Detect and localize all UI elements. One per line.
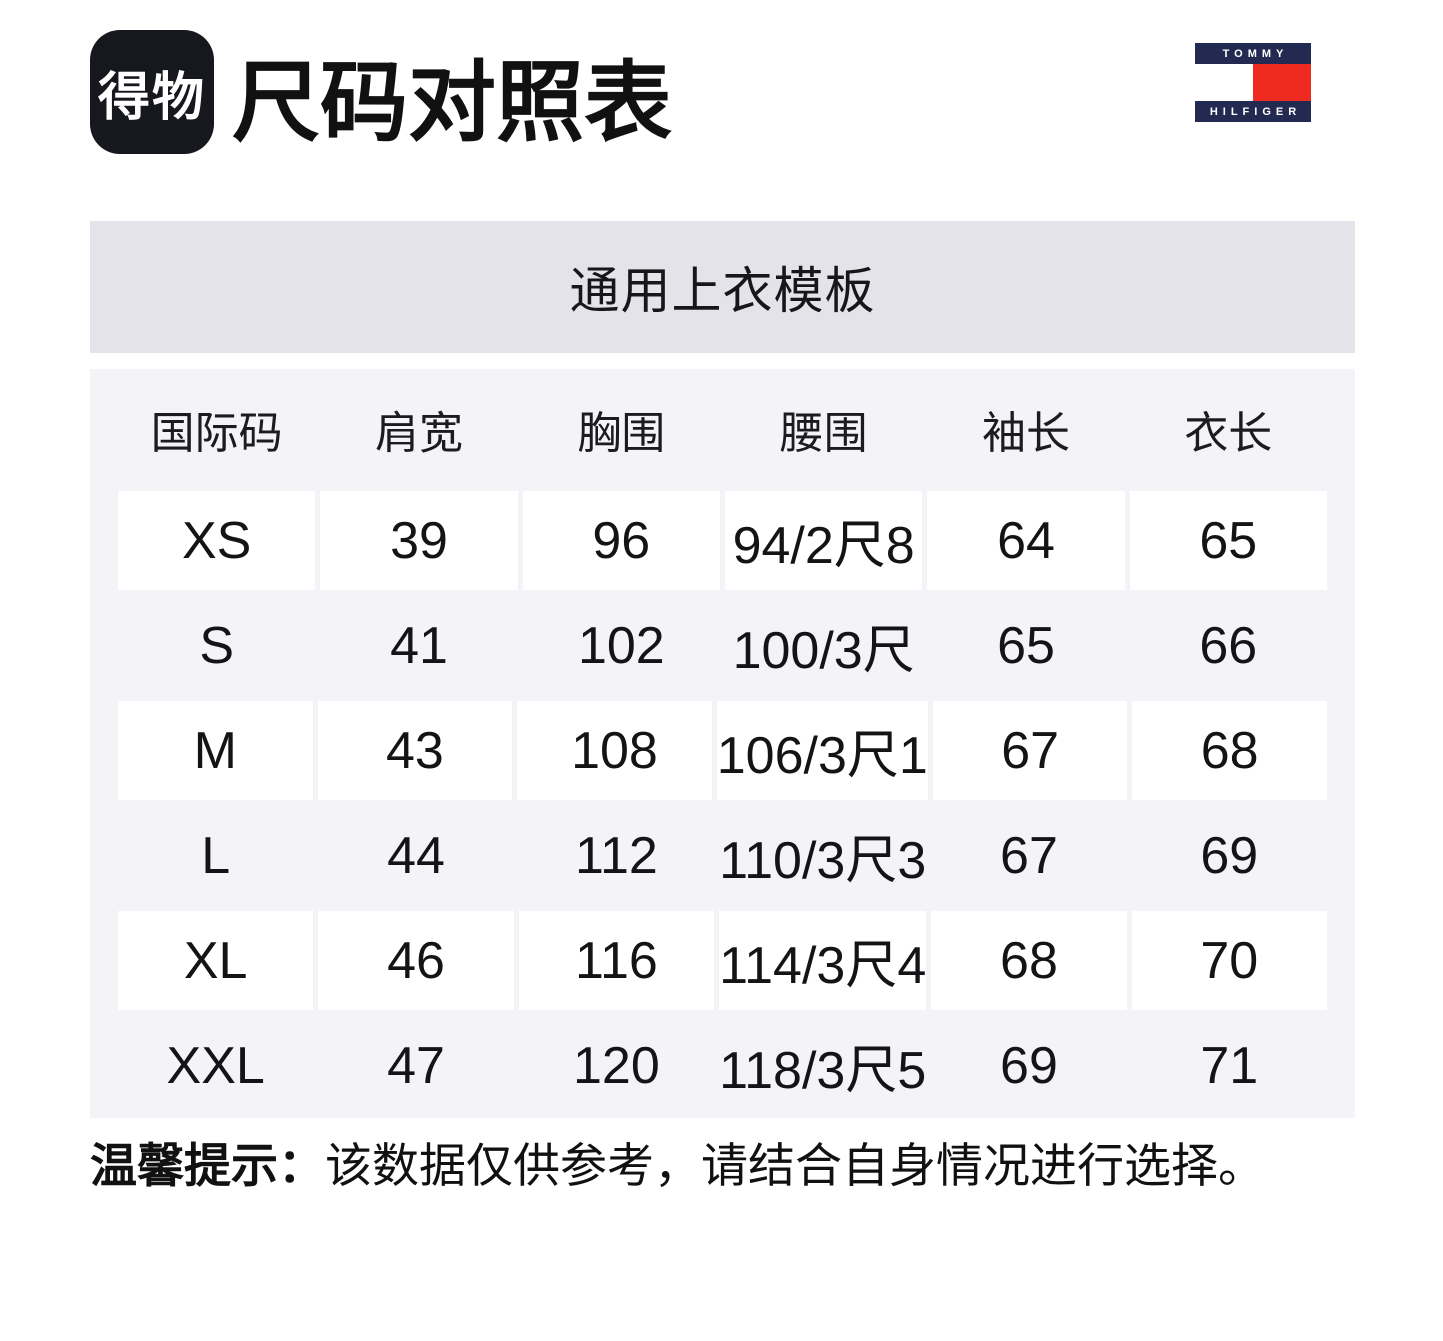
template-banner: 通用上衣模板 [90, 221, 1355, 353]
size-label-cell: M [118, 701, 313, 800]
dewu-logo-text: 得物 [97, 68, 206, 127]
dewu-logo: 得物 [90, 30, 214, 154]
footer-note-label: 温馨提示： [90, 1139, 325, 1192]
column-header-length: 衣长 [1184, 408, 1273, 458]
length-cell: 69 [1200, 826, 1259, 885]
waist-cell: 118/3尺5 [719, 1042, 927, 1100]
column-header-chest: 胸围 [577, 408, 666, 458]
shoulder-cell: 41 [390, 616, 448, 675]
waist-cell: 110/3尺3 [719, 832, 927, 890]
page-title: 尺码对照表 [232, 53, 673, 152]
tommy-hilfiger-logo: TOMMY HILFIGER [1195, 43, 1311, 122]
chest-cell: 108 [517, 701, 712, 800]
waist-cell: 94/2尺8 [724, 491, 923, 590]
footer-note-text: 该数据仅供参考，请结合自身情况进行选择。 [325, 1139, 1265, 1192]
template-banner-title: 通用上衣模板 [569, 263, 876, 319]
tommy-logo-red-field [1253, 64, 1311, 101]
sleeve-cell: 67 [932, 701, 1128, 800]
length-cell: 68 [1132, 701, 1327, 800]
tommy-logo-top-text: TOMMY [1222, 47, 1289, 60]
sleeve-cell: 64 [927, 491, 1125, 590]
sleeve-cell: 68 [931, 911, 1127, 1010]
size-label-cell: S [199, 616, 234, 675]
chest-cell: 96 [522, 491, 720, 590]
tommy-logo-bottom-bar: HILFIGER [1195, 101, 1311, 122]
size-label-cell: L [201, 826, 231, 885]
shoulder-cell: 44 [387, 826, 445, 885]
column-header-shoulder: 肩宽 [374, 408, 463, 458]
table-row-xl: XL 46 116 114/3尺4 68 70 [118, 908, 1327, 1013]
length-cell: 66 [1199, 616, 1258, 675]
size-table-header-row: 国际码 肩宽 胸围 腰围 袖长 衣长 [118, 369, 1327, 488]
table-row-l: L 44 112 110/3尺3 67 69 [118, 803, 1327, 908]
shoulder-cell: 47 [387, 1036, 445, 1095]
size-label-cell: XS [118, 491, 316, 590]
column-header-intl-size: 国际码 [150, 408, 283, 458]
waist-cell: 106/3尺1 [716, 701, 928, 800]
size-label-cell: XXL [166, 1036, 265, 1095]
chest-cell: 102 [577, 616, 665, 675]
length-cell: 71 [1200, 1036, 1259, 1095]
sleeve-cell: 67 [1000, 826, 1058, 885]
chest-cell: 120 [573, 1036, 660, 1095]
shoulder-cell: 39 [320, 491, 518, 590]
table-row-m: M 43 108 106/3尺1 67 68 [118, 698, 1327, 803]
tommy-logo-flag-middle [1195, 64, 1311, 101]
chest-cell: 112 [574, 826, 658, 885]
waist-cell: 114/3尺4 [719, 911, 927, 1010]
tommy-logo-top-bar: TOMMY [1195, 43, 1311, 64]
table-row-s: S 41 102 100/3尺 65 66 [118, 593, 1327, 698]
table-row-xs: XS 39 96 94/2尺8 64 65 [118, 488, 1327, 593]
column-header-waist: 腰围 [779, 408, 868, 458]
shoulder-cell: 43 [317, 701, 513, 800]
sleeve-cell: 69 [1000, 1036, 1058, 1095]
sleeve-cell: 65 [997, 616, 1055, 675]
footer-note: 温馨提示：该数据仅供参考，请结合自身情况进行选择。 [90, 1136, 1390, 1196]
length-cell: 65 [1129, 491, 1327, 590]
column-header-sleeve: 袖长 [981, 408, 1070, 458]
length-cell: 70 [1131, 911, 1327, 1010]
tommy-logo-bottom-text: HILFIGER [1209, 105, 1302, 118]
size-table: 国际码 肩宽 胸围 腰围 袖长 衣长 XS 39 96 94/2尺8 64 65… [90, 369, 1355, 1118]
waist-cell: 100/3尺 [732, 622, 915, 680]
table-row-xxl: XXL 47 120 118/3尺5 69 71 [118, 1013, 1327, 1118]
shoulder-cell: 46 [318, 911, 514, 1010]
chest-cell: 116 [518, 911, 715, 1010]
tommy-logo-white-field [1195, 64, 1253, 101]
size-label-cell: XL [118, 911, 314, 1010]
